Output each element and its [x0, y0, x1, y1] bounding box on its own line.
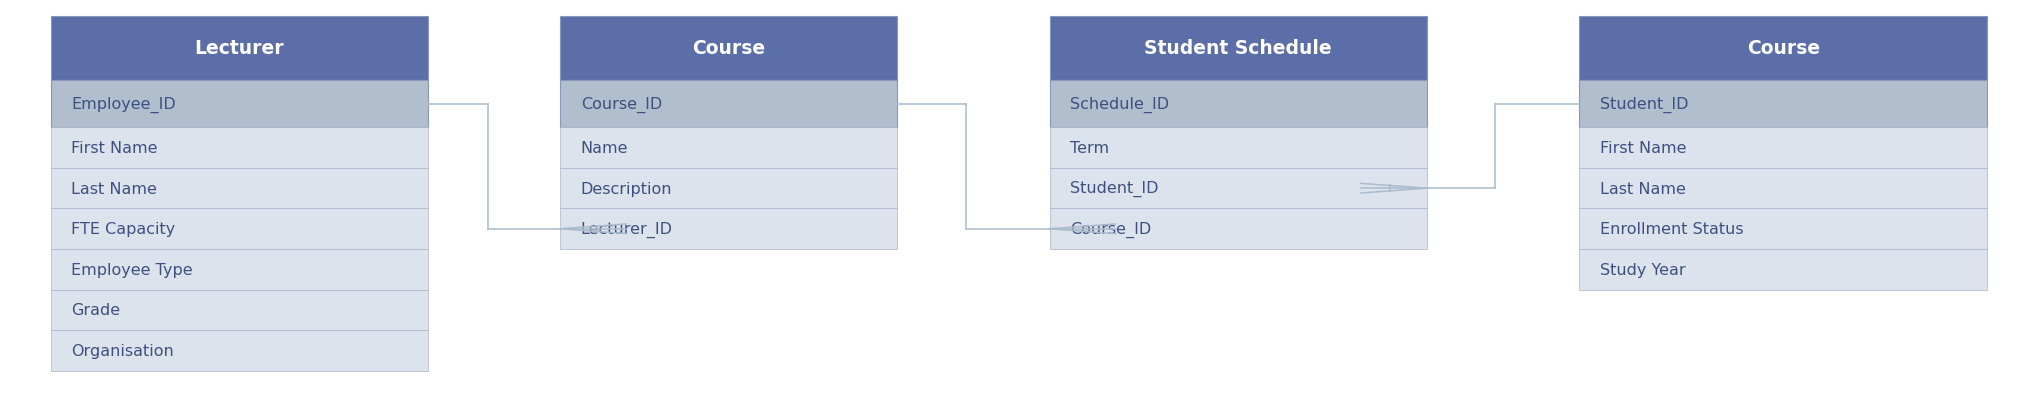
- Bar: [560, 209, 897, 249]
- Text: Lecturer_ID: Lecturer_ID: [581, 221, 673, 237]
- Bar: [560, 17, 897, 81]
- Bar: [51, 330, 428, 371]
- Bar: [1050, 81, 1427, 128]
- Bar: [51, 290, 428, 330]
- Bar: [1050, 17, 1427, 81]
- Text: Organisation: Organisation: [71, 343, 173, 358]
- Bar: [1579, 17, 1987, 81]
- Bar: [1579, 209, 1987, 249]
- Bar: [51, 169, 428, 209]
- Text: Term: Term: [1070, 141, 1109, 156]
- Text: Lecturer: Lecturer: [196, 39, 283, 58]
- Text: Enrollment Status: Enrollment Status: [1600, 222, 1742, 237]
- Text: FTE Capacity: FTE Capacity: [71, 222, 175, 237]
- Bar: [51, 17, 428, 81]
- Text: Employee_ID: Employee_ID: [71, 96, 175, 112]
- Text: Course_ID: Course_ID: [581, 96, 662, 112]
- Bar: [560, 81, 897, 128]
- Text: First Name: First Name: [71, 141, 157, 156]
- Text: Description: Description: [581, 181, 673, 196]
- Text: Student Schedule: Student Schedule: [1143, 39, 1333, 58]
- Text: Employee Type: Employee Type: [71, 262, 194, 277]
- Bar: [51, 249, 428, 290]
- Bar: [1579, 81, 1987, 128]
- Text: Schedule_ID: Schedule_ID: [1070, 96, 1170, 112]
- Bar: [1579, 169, 1987, 209]
- Text: Study Year: Study Year: [1600, 262, 1685, 277]
- Bar: [560, 169, 897, 209]
- Text: Name: Name: [581, 141, 628, 156]
- Bar: [51, 81, 428, 128]
- Bar: [51, 209, 428, 249]
- Text: Student_ID: Student_ID: [1600, 96, 1687, 112]
- Bar: [51, 128, 428, 169]
- Bar: [1050, 169, 1427, 209]
- Bar: [1579, 249, 1987, 290]
- Text: Student_ID: Student_ID: [1070, 180, 1158, 197]
- Text: Course: Course: [693, 39, 764, 58]
- Text: Course: Course: [1747, 39, 1820, 58]
- Text: Grade: Grade: [71, 303, 120, 318]
- Text: Last Name: Last Name: [1600, 181, 1685, 196]
- Text: First Name: First Name: [1600, 141, 1685, 156]
- Bar: [1050, 209, 1427, 249]
- Bar: [1579, 128, 1987, 169]
- Text: Course_ID: Course_ID: [1070, 221, 1151, 237]
- Bar: [1050, 128, 1427, 169]
- Bar: [560, 128, 897, 169]
- Text: Last Name: Last Name: [71, 181, 157, 196]
